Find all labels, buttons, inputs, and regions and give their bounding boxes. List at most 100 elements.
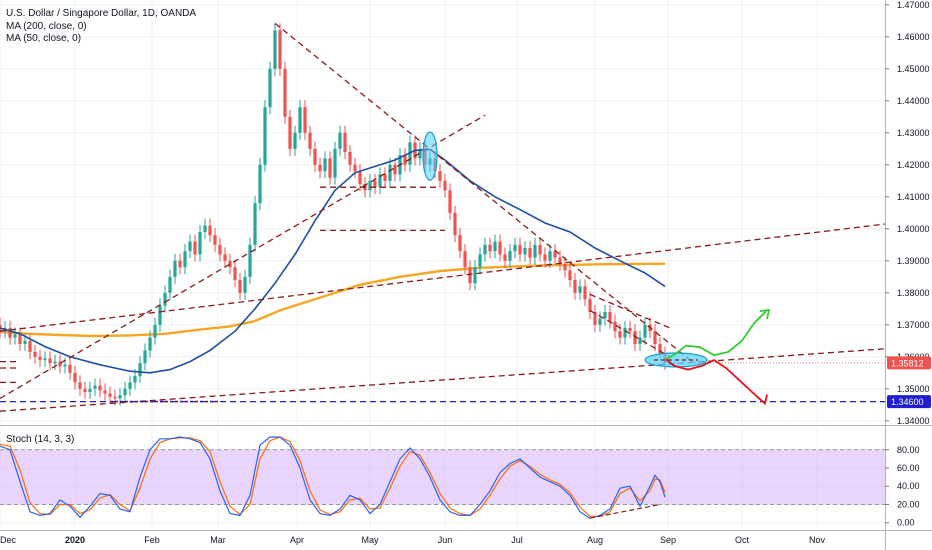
candle xyxy=(153,317,157,345)
candle-body xyxy=(318,164,322,172)
candle xyxy=(583,279,587,307)
candle xyxy=(613,314,617,339)
price-tick-label: 1.46000 xyxy=(897,32,930,42)
candle xyxy=(93,378,97,396)
candle-body xyxy=(203,225,207,232)
candle xyxy=(548,244,552,268)
time-tick-label: Sep xyxy=(660,535,676,545)
candle xyxy=(553,244,557,265)
candle-body xyxy=(268,68,272,108)
candle-body xyxy=(263,107,267,165)
time-tick-label: May xyxy=(361,535,379,545)
time-tick-label: Jun xyxy=(438,535,453,545)
candle-body xyxy=(298,107,302,133)
candle xyxy=(248,237,252,284)
candle xyxy=(523,240,527,262)
candle xyxy=(343,125,347,160)
candle-body xyxy=(218,244,222,255)
stoch-tick-label: 0.00 xyxy=(897,518,915,528)
candle-body xyxy=(483,244,487,255)
candle-body xyxy=(143,350,147,364)
ma200-layer xyxy=(0,262,666,338)
last-price-tag-bg xyxy=(887,356,931,370)
candle-body xyxy=(528,248,532,258)
candle xyxy=(538,237,542,262)
candle-body xyxy=(38,356,42,360)
candle-body xyxy=(513,244,517,252)
level-price-tag-bg xyxy=(887,395,931,409)
candle xyxy=(263,100,267,172)
candle xyxy=(328,151,332,185)
candle xyxy=(258,157,262,211)
candle xyxy=(443,173,447,198)
candle-body xyxy=(388,164,392,181)
candle-body xyxy=(638,337,642,344)
candle-body xyxy=(533,244,537,258)
candle-body xyxy=(48,358,52,364)
ma50-legend: MA (50, close, 0) xyxy=(6,33,81,44)
last-price-tag-text: 1.35812 xyxy=(891,358,924,368)
candle xyxy=(228,253,232,275)
candle-body xyxy=(13,334,17,338)
candle xyxy=(73,365,77,390)
candle xyxy=(473,260,477,291)
candle xyxy=(568,263,572,288)
trendline-trend-a xyxy=(0,223,886,332)
candle-body xyxy=(178,260,182,268)
candle xyxy=(593,304,597,332)
candle xyxy=(503,247,507,268)
candle xyxy=(8,320,12,345)
time-tick-label: Nov xyxy=(809,535,826,545)
candle-body xyxy=(343,132,347,152)
candle-body xyxy=(148,337,152,351)
candle-body xyxy=(273,30,277,69)
trendline-trend-c xyxy=(274,22,691,361)
candle-body xyxy=(493,241,497,252)
candle xyxy=(308,125,312,156)
candle xyxy=(368,173,372,198)
candle-body xyxy=(123,388,127,396)
candle xyxy=(78,375,82,396)
candle-body xyxy=(488,244,492,252)
trendline-trend-e xyxy=(589,293,671,329)
candle-body xyxy=(473,267,477,284)
candle-body xyxy=(348,152,352,165)
candle xyxy=(388,157,392,188)
legend: U.S. Dollar / Singapore Dollar, 1D, OAND… xyxy=(6,8,196,445)
candle-body xyxy=(368,180,372,191)
candle-body xyxy=(63,364,67,367)
candle-body xyxy=(653,331,657,344)
drawings xyxy=(0,22,886,412)
time-tick-label: Dec xyxy=(0,535,17,545)
candle xyxy=(518,237,522,262)
candle-body xyxy=(68,364,72,373)
price-tick-label: 1.39000 xyxy=(897,256,930,266)
ma50-line xyxy=(0,148,666,374)
candle xyxy=(623,320,627,345)
candle-body xyxy=(213,235,217,245)
candle xyxy=(653,324,657,352)
stoch-lines xyxy=(0,436,666,519)
candle-body xyxy=(128,382,132,389)
candle xyxy=(418,141,422,166)
candle xyxy=(208,218,212,243)
candle-body xyxy=(283,68,287,117)
candle-body xyxy=(113,396,117,399)
candles xyxy=(0,23,667,406)
candle-body xyxy=(568,270,572,280)
candle-body xyxy=(233,267,237,280)
candle-body xyxy=(118,395,122,399)
candle xyxy=(193,234,197,262)
candle-body xyxy=(328,158,332,178)
candle-body xyxy=(598,318,602,325)
candle-body xyxy=(243,276,247,293)
projection-down-path xyxy=(665,358,763,402)
price-tick-label: 1.41000 xyxy=(897,192,930,202)
candle xyxy=(468,260,472,291)
candle xyxy=(238,272,242,300)
trendline-trend-f xyxy=(589,309,671,358)
time-tick-label: 2020 xyxy=(65,535,85,545)
stoch-d-line xyxy=(0,436,666,517)
